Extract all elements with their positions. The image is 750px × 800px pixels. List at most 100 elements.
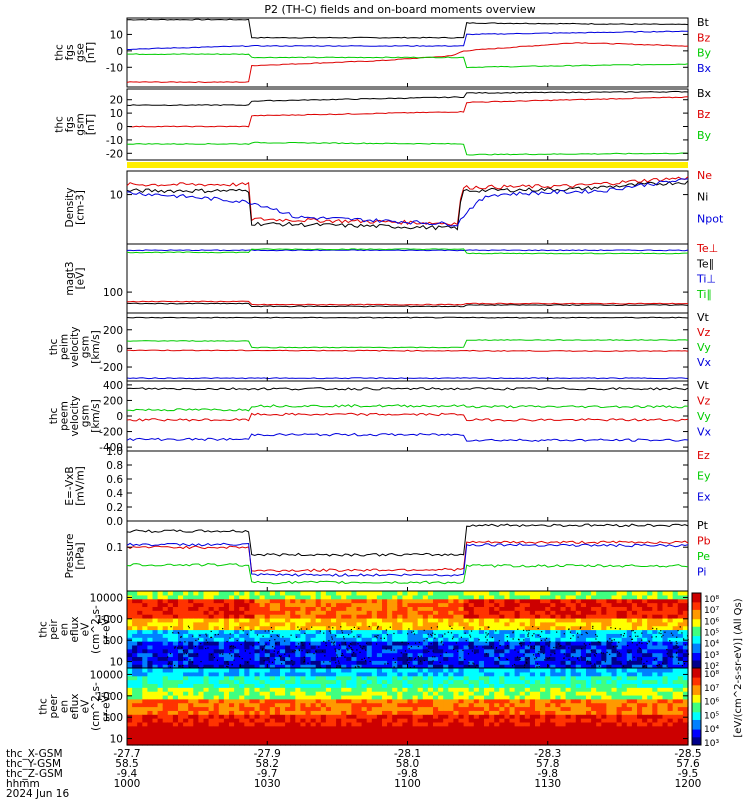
heatmap-cell xyxy=(269,714,276,719)
heatmap-cell xyxy=(611,629,618,634)
heatmap-cell xyxy=(387,687,393,692)
heatmap-speckle xyxy=(226,661,228,663)
heatmap-speckle xyxy=(506,658,509,661)
heatmap-cell xyxy=(213,641,220,646)
heatmap-cell xyxy=(657,591,664,596)
heatmap-cell xyxy=(427,702,434,708)
heatmap-cell xyxy=(336,675,342,681)
heatmap-speckle xyxy=(594,663,596,665)
heatmap-cell xyxy=(239,652,245,658)
heatmap-cell xyxy=(575,721,582,727)
heatmap-cell xyxy=(509,598,516,604)
heatmap-cell xyxy=(473,698,480,704)
heatmap-cell xyxy=(346,598,352,604)
heatmap-cell xyxy=(336,648,342,654)
heatmap-cell xyxy=(178,625,184,631)
heatmap-cell xyxy=(422,641,429,646)
heatmap-cell xyxy=(218,598,225,604)
heatmap-cell xyxy=(223,610,230,615)
y-tick-label: 100 xyxy=(103,287,123,299)
heatmap-cell xyxy=(499,652,505,658)
heatmap-cell xyxy=(570,694,577,700)
heatmap-cell xyxy=(509,641,516,646)
heatmap-cell xyxy=(601,679,607,684)
heatmap-cell xyxy=(366,721,373,727)
heatmap-speckle xyxy=(321,650,324,652)
heatmap-speckle xyxy=(246,633,248,635)
heatmap-cell xyxy=(458,733,465,738)
heatmap-speckle xyxy=(304,632,306,635)
heatmap-cell xyxy=(142,687,148,692)
heatmap-cell xyxy=(407,591,414,596)
heatmap-cell xyxy=(642,617,648,623)
heatmap-cell xyxy=(244,737,250,742)
heatmap-cell xyxy=(157,668,164,673)
heatmap-cell xyxy=(178,668,184,673)
heatmap-cell xyxy=(499,721,505,727)
heatmap-cell xyxy=(611,687,618,692)
heatmap-speckle xyxy=(616,645,618,647)
heatmap-cell xyxy=(162,610,169,615)
heatmap-cell xyxy=(677,621,684,627)
heatmap-cell xyxy=(280,644,286,650)
heatmap-cell xyxy=(290,652,296,658)
heatmap-cell xyxy=(616,718,623,723)
heatmap-cell xyxy=(621,610,628,615)
heatmap-cell xyxy=(346,694,352,700)
heatmap-cell xyxy=(545,614,551,619)
heatmap-cell xyxy=(234,675,240,681)
heatmap-cell xyxy=(188,656,194,661)
heatmap-cell xyxy=(147,741,154,746)
heatmap-cell xyxy=(458,594,465,600)
heatmap-cell xyxy=(371,671,378,677)
heatmap-cell xyxy=(458,687,465,692)
heatmap-cell xyxy=(540,687,546,692)
heatmap-cell xyxy=(621,725,628,731)
heatmap-speckle xyxy=(427,633,429,635)
heatmap-speckle xyxy=(423,640,425,642)
heatmap-speckle xyxy=(267,657,269,659)
heatmap-cell xyxy=(244,644,250,650)
heatmap-cell xyxy=(601,737,607,742)
heatmap-cell xyxy=(264,644,271,650)
heatmap-cell xyxy=(392,683,398,688)
heatmap-cell xyxy=(601,664,607,669)
heatmap-cell xyxy=(203,641,210,646)
heatmap-cell xyxy=(494,637,500,642)
heatmap-cell xyxy=(392,629,398,634)
heatmap-cell xyxy=(172,606,179,611)
heatmap-cell xyxy=(468,625,475,631)
heatmap-cell xyxy=(652,652,658,658)
heatmap-cell xyxy=(137,641,143,646)
heatmap-cell xyxy=(172,725,179,731)
heatmap-cell xyxy=(412,698,419,704)
heatmap-cell xyxy=(147,660,154,665)
heatmap-speckle xyxy=(210,636,212,639)
heatmap-cell xyxy=(667,598,674,604)
heatmap-cell xyxy=(631,594,638,600)
heatmap-cell xyxy=(178,683,184,688)
heatmap-cell xyxy=(453,617,460,623)
heatmap-cell xyxy=(560,602,567,607)
heatmap-cell xyxy=(392,652,398,658)
heatmap-cell xyxy=(259,633,266,638)
heatmap-speckle xyxy=(519,656,521,659)
heatmap-cell xyxy=(234,610,240,615)
heatmap-cell xyxy=(208,671,215,677)
heatmap-cell xyxy=(356,675,363,681)
heatmap-cell xyxy=(274,679,281,684)
heatmap-cell xyxy=(422,733,429,738)
heatmap-cell xyxy=(422,606,429,611)
heatmap-cell xyxy=(320,737,327,742)
heatmap-cell xyxy=(142,729,148,735)
heatmap-cell xyxy=(616,591,623,596)
heatmap-cell xyxy=(463,698,470,704)
heatmap-cell xyxy=(586,671,592,677)
heatmap-cell xyxy=(606,671,613,677)
heatmap-cell xyxy=(458,614,465,619)
heatmap-speckle xyxy=(590,649,592,652)
heatmap-speckle xyxy=(192,635,194,637)
heatmap-cell xyxy=(667,633,674,638)
heatmap-cell xyxy=(580,733,587,738)
heatmap-cell xyxy=(392,694,398,700)
